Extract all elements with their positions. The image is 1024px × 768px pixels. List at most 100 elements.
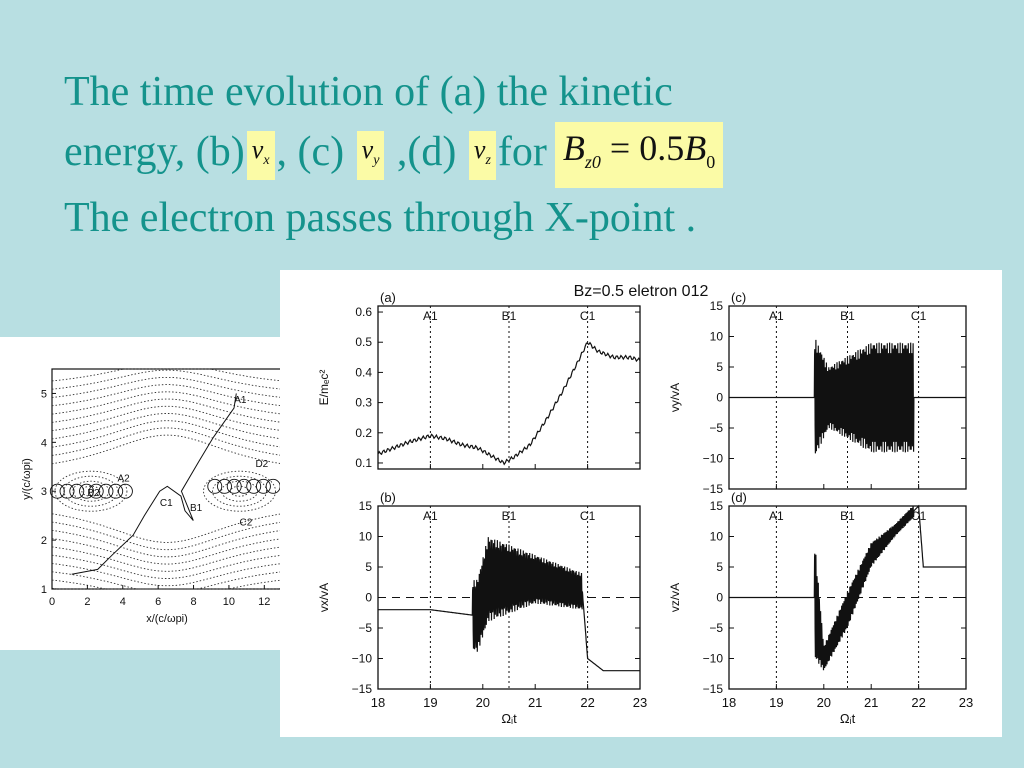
series-line — [377, 341, 641, 466]
y-tick-label: −10 — [352, 652, 373, 666]
gyro-loop — [255, 478, 271, 494]
field-line — [51, 571, 283, 590]
y-axis-label: y/(c/ωpi) — [21, 458, 33, 500]
vz-symbol: vz — [468, 130, 496, 180]
y-tick-label: 4 — [41, 437, 47, 449]
electron-trajectory — [71, 393, 237, 575]
x-tick-label: 19 — [769, 695, 783, 710]
marker-label-b1: B1 — [502, 309, 517, 323]
field-line — [51, 563, 283, 587]
y-tick-label: 10 — [710, 330, 724, 344]
y-axis-label: E/mₑc² — [317, 370, 331, 406]
title-text-energy: energy, (b) — [64, 129, 245, 175]
field-line — [51, 513, 283, 543]
field-line — [51, 384, 283, 407]
y-tick-label: −5 — [709, 421, 723, 435]
field-line — [51, 538, 283, 565]
y-axis-label: vz/vA — [668, 583, 682, 612]
vx-symbol: vx — [246, 130, 275, 180]
y-tick-label: 5 — [716, 360, 723, 374]
field-lines — [51, 368, 283, 590]
y-tick-label: −10 — [703, 652, 724, 666]
x-axis-label: x/(c/ωpi) — [146, 613, 188, 625]
gyro-loop — [226, 478, 242, 494]
gyro-loop — [246, 478, 262, 494]
marker-label-c1: C1 — [911, 509, 927, 523]
gyro-loop — [265, 478, 281, 494]
slide-title: The time evolution of (a) the kinetic en… — [64, 62, 964, 248]
field-line — [51, 546, 283, 572]
title-text-c: , (c) — [276, 129, 345, 175]
x-tick-label: 18 — [371, 695, 385, 710]
vy-symbol: vy — [356, 130, 385, 180]
series-line — [729, 504, 966, 671]
orbit-frame — [51, 368, 283, 590]
y-tick-label: 15 — [710, 299, 724, 313]
y-tick-label: 0.5 — [355, 335, 372, 349]
y-tick-label: 0.1 — [355, 456, 372, 470]
x-axis-label: Ωᵢt — [501, 711, 517, 726]
figure-title: Bz=0.5 eletron 012 — [574, 283, 709, 300]
gyro-loop — [207, 478, 223, 494]
y-tick-label: 10 — [359, 530, 373, 544]
y-tick-label: 5 — [41, 388, 47, 400]
field-line — [51, 434, 283, 465]
y-tick-label: −15 — [703, 482, 724, 496]
x-tick-label: 2 — [84, 596, 90, 608]
gyro-loop — [236, 478, 252, 494]
marker-label-b1: B1 — [840, 309, 855, 323]
panel-label: (b) — [380, 490, 396, 505]
orbit-label-c1: C1 — [160, 498, 173, 509]
series-line — [378, 537, 640, 672]
field-line — [51, 413, 283, 440]
x-tick-label: 10 — [223, 596, 235, 608]
bz-equation: Bz0 = 0.5B0 — [554, 122, 724, 189]
marker-label-c1: C1 — [911, 309, 927, 323]
x-tick-label: 18 — [722, 695, 736, 710]
x-tick-label: 23 — [633, 695, 647, 710]
x-tick-label: 6 — [155, 596, 161, 608]
time-evolution-plot: Bz=0.5 eletron 012 (a) A1 B1 C1 0.6 0.5 0.4 0.3 0… — [317, 283, 973, 726]
y-tick-label: 0 — [365, 591, 372, 605]
marker-label-a1: A1 — [423, 509, 438, 523]
panel-a: (a) A1 B1 C1 0.6 0.5 0.4 0.3 0.2 0.1 E/mₑc² — [317, 290, 641, 470]
field-line — [51, 398, 283, 423]
y-tick-label: −5 — [358, 621, 372, 635]
orbit-figure: A1 D2 B2 A2 C1 B1 C2 0 2 4 6 8 10 12 1 2 3 4 5 x/(c/ωpi) y/(… — [0, 337, 283, 650]
x-axis-label: Ωᵢt — [840, 711, 856, 726]
gyro-loops — [49, 478, 281, 499]
title-text-d: ,(d) — [396, 129, 457, 175]
gyro-loop — [69, 483, 85, 499]
orbit-label-b1: B1 — [190, 503, 203, 514]
field-line — [51, 405, 283, 432]
y-axis-label: vy/vA — [668, 383, 682, 412]
orbit-label-b2: B2 — [87, 488, 100, 499]
x-tick-label: 8 — [190, 596, 196, 608]
y-tick-label: −15 — [703, 682, 724, 696]
gyro-loop — [108, 483, 124, 499]
marker-label-a1: A1 — [423, 309, 438, 323]
y-tick-label: −5 — [709, 621, 723, 635]
island-contour — [203, 470, 276, 512]
marker-label-a1: A1 — [769, 509, 784, 523]
y-tick-label: 1 — [41, 584, 47, 596]
x-tick-label: 21 — [528, 695, 542, 710]
x-tick-label: 19 — [423, 695, 437, 710]
y-tick-label: 0 — [716, 591, 723, 605]
gyro-loop — [59, 483, 75, 499]
gyro-loop — [117, 483, 133, 499]
orbit-label-c2: C2 — [240, 517, 253, 528]
y-tick-label: 5 — [716, 560, 723, 574]
y-tick-label: 3 — [41, 486, 47, 498]
series-line — [729, 339, 966, 454]
x-tick-label: 0 — [49, 596, 55, 608]
marker-label-a1: A1 — [769, 309, 784, 323]
panel-label: (c) — [731, 290, 746, 305]
y-tick-label: 0.3 — [355, 396, 372, 410]
y-tick-label: 10 — [710, 530, 724, 544]
y-tick-label: 0.2 — [355, 426, 372, 440]
x-tick-label: 22 — [911, 695, 925, 710]
